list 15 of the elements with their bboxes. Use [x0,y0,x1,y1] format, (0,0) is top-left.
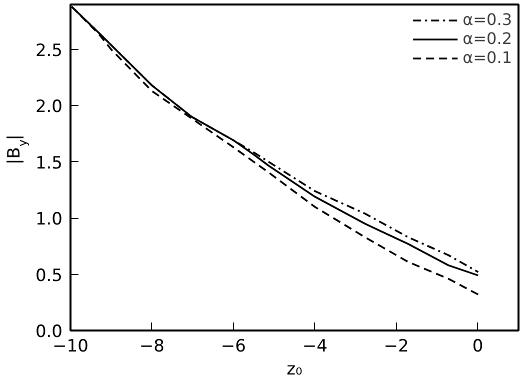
y-tick-label: 0.5 [35,266,63,286]
x-tick-label: −6 [220,336,246,356]
legend-label: α=0.1 [462,48,512,67]
y-axis-title: |By| [4,134,30,165]
y-tick-label: 1.5 [35,153,63,174]
y-tick-label: 2.0 [35,97,63,118]
legend-label: α=0.2 [462,29,512,48]
x-tick-label: −2 [384,336,409,356]
x-axis-title: z₀ [286,360,303,380]
y-tick-label: 1.0 [35,210,63,230]
y-tick-label: 2.5 [35,40,63,61]
x-tick-label: −8 [139,336,164,356]
legend-label: α=0.3 [462,10,512,29]
x-tick-label: −4 [302,336,328,356]
x-tick-label: 0 [472,336,484,356]
